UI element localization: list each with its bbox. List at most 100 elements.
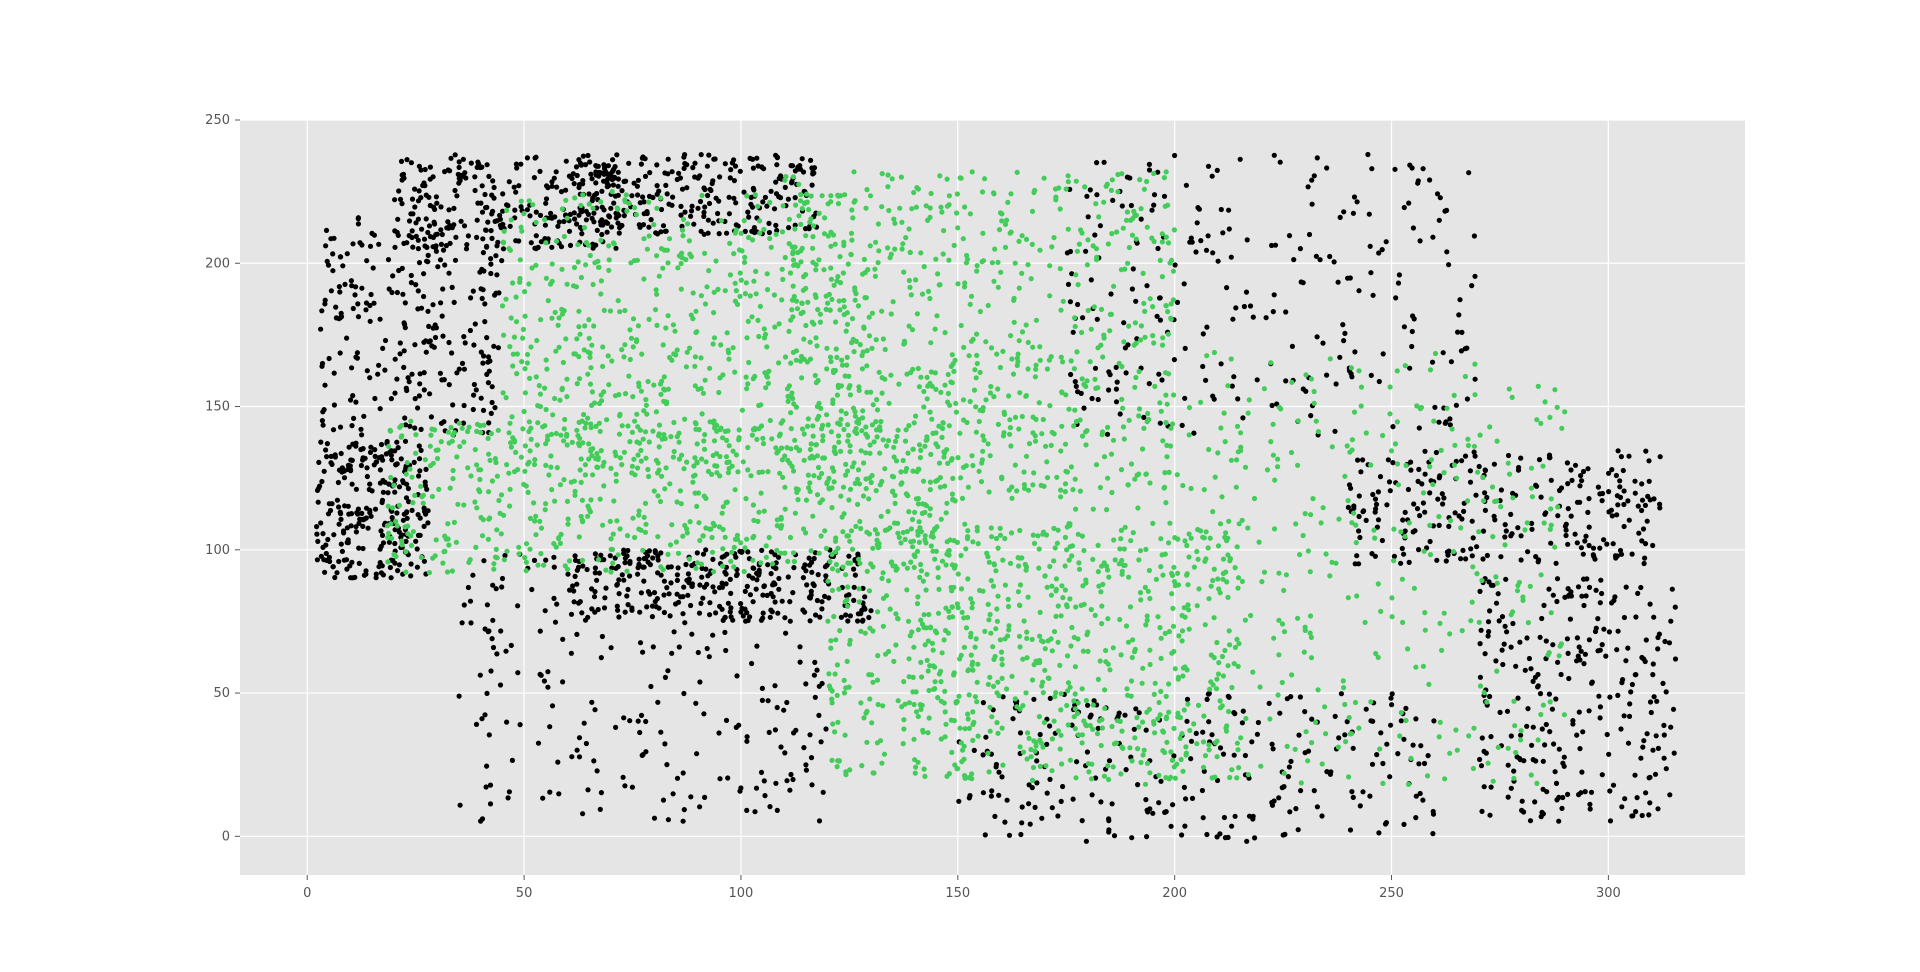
green-point <box>1037 357 1043 363</box>
black-point <box>508 642 514 649</box>
black-point <box>1328 769 1334 775</box>
green-point <box>403 569 409 575</box>
black-point <box>344 566 350 572</box>
green-point <box>588 497 594 503</box>
black-point <box>512 207 518 213</box>
green-point <box>684 459 690 465</box>
black-point <box>331 532 337 538</box>
green-point <box>621 449 628 455</box>
black-point <box>1670 706 1677 712</box>
green-point <box>669 357 675 363</box>
black-point <box>742 588 748 595</box>
black-point <box>580 178 586 184</box>
black-point <box>1422 509 1428 515</box>
green-point <box>493 546 499 553</box>
green-point <box>1452 442 1458 448</box>
black-point <box>488 261 494 267</box>
black-point <box>1293 806 1299 812</box>
green-point <box>1405 646 1411 652</box>
green-point <box>1171 227 1177 233</box>
black-point <box>636 556 642 562</box>
green-point <box>831 369 837 376</box>
green-point <box>889 176 895 182</box>
green-point <box>833 319 839 325</box>
black-point <box>592 589 598 595</box>
green-point <box>624 533 631 539</box>
black-point <box>1341 209 1347 215</box>
black-point <box>701 711 707 717</box>
green-point <box>999 476 1005 482</box>
black-point <box>980 700 987 706</box>
black-point <box>484 335 490 341</box>
green-point <box>927 512 933 518</box>
green-point <box>811 321 817 327</box>
black-point <box>438 227 444 233</box>
green-point <box>1049 244 1055 250</box>
green-point <box>513 294 519 300</box>
green-point <box>1418 404 1424 411</box>
green-point <box>1015 359 1021 365</box>
green-point <box>1528 485 1534 491</box>
black-point <box>467 327 473 334</box>
green-point <box>1217 521 1224 527</box>
green-point <box>1505 745 1511 751</box>
green-point <box>827 354 834 360</box>
black-point <box>1083 838 1089 844</box>
black-point <box>702 204 708 210</box>
black-point <box>396 562 402 568</box>
green-point <box>532 457 538 463</box>
black-point <box>622 609 628 615</box>
black-point <box>556 219 562 225</box>
black-point <box>1417 238 1423 244</box>
green-point <box>978 479 985 485</box>
green-point <box>1375 654 1381 661</box>
green-point <box>1037 344 1043 350</box>
green-point <box>1327 573 1333 579</box>
green-point <box>732 369 738 375</box>
green-point <box>626 200 632 206</box>
black-point <box>477 269 483 275</box>
black-point <box>664 762 670 768</box>
black-point <box>1229 383 1235 389</box>
black-point <box>1314 155 1320 161</box>
green-point <box>1161 175 1167 181</box>
black-point <box>1537 634 1543 640</box>
green-point <box>1019 233 1025 239</box>
green-point <box>1234 423 1241 429</box>
green-point <box>888 311 894 317</box>
green-point <box>1096 214 1102 220</box>
green-point <box>1117 616 1123 623</box>
black-point <box>762 793 768 799</box>
black-point <box>531 175 538 181</box>
green-point <box>457 443 463 450</box>
green-point <box>589 402 595 408</box>
green-point <box>1019 329 1026 335</box>
black-point <box>1088 277 1094 283</box>
black-point <box>1411 316 1417 322</box>
black-point <box>1266 700 1272 707</box>
black-point <box>1356 528 1362 534</box>
black-point <box>1578 648 1584 654</box>
green-point <box>624 568 630 574</box>
black-point <box>1401 736 1407 742</box>
black-point <box>406 218 413 224</box>
black-point <box>1384 741 1390 747</box>
black-point <box>1401 204 1407 211</box>
green-point <box>989 260 996 266</box>
green-point <box>886 207 892 214</box>
green-point <box>615 552 621 558</box>
green-point <box>632 205 638 211</box>
black-point <box>722 161 728 167</box>
black-point <box>1661 722 1667 729</box>
green-point <box>1051 235 1057 241</box>
green-point <box>1222 439 1228 445</box>
green-point <box>782 453 788 459</box>
green-point <box>1295 462 1301 468</box>
black-point <box>486 732 492 738</box>
black-point <box>1543 721 1549 728</box>
green-point <box>1351 409 1358 415</box>
green-point <box>514 351 520 357</box>
green-point <box>1506 386 1512 392</box>
green-point <box>1162 484 1168 490</box>
black-point <box>567 211 574 217</box>
